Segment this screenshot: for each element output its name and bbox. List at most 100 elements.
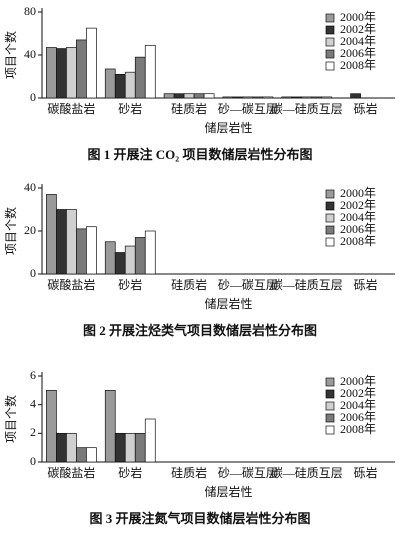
legend-swatch <box>325 201 335 211</box>
legend-swatch <box>325 37 335 47</box>
x-tick-label: 砂岩 <box>118 465 142 480</box>
legend-label: 2000年 <box>340 186 376 200</box>
bar <box>311 96 323 99</box>
bar <box>76 39 87 99</box>
x-tick-label: 硅质岩 <box>171 465 207 480</box>
x-tick-label: 砂岩 <box>118 277 142 292</box>
legend-swatch <box>325 401 335 411</box>
chart-caption: 图 1 开展注 CO₂ 项目数储层岩性分布图 <box>88 147 313 162</box>
bar <box>183 93 195 99</box>
bar <box>144 418 156 463</box>
bar <box>350 93 361 99</box>
bar <box>114 432 126 463</box>
bar <box>104 68 116 99</box>
bar <box>232 96 244 99</box>
bar <box>134 56 146 99</box>
x-tick-label: 碳—硅质互层 <box>271 102 343 116</box>
y-tick-label: 40 <box>24 180 36 194</box>
x-tick-label: 砂—碳互层 <box>218 278 278 292</box>
legend-label: 2002年 <box>340 386 376 400</box>
y-tick-label: 0 <box>30 266 36 280</box>
bar <box>56 209 67 275</box>
bar <box>124 71 136 99</box>
x-tick-label: 碳酸盐岩 <box>47 101 95 116</box>
x-tick-label: 砂岩 <box>118 101 142 116</box>
bar <box>301 96 313 99</box>
bar <box>114 73 126 99</box>
chart-caption: 图 2 开展注烃类气项目数储层岩性分布图 <box>83 323 317 338</box>
legend-swatch <box>325 413 335 423</box>
bar <box>86 27 97 99</box>
bar <box>86 226 97 275</box>
bar <box>291 96 303 99</box>
bar <box>46 47 57 99</box>
bar <box>193 93 205 99</box>
y-axis-label: 项目个数 <box>3 31 18 79</box>
bar <box>163 93 175 99</box>
y-tick-label: 6 <box>30 368 36 382</box>
legend-swatch <box>325 213 335 223</box>
legend-label: 2000年 <box>340 374 376 388</box>
bar <box>66 209 77 275</box>
legend-swatch <box>325 13 335 23</box>
x-tick-label: 碳—硅质互层 <box>271 278 343 292</box>
bar <box>144 230 156 275</box>
legend-swatch <box>325 425 335 435</box>
bar <box>56 48 67 99</box>
x-tick-label: 砂—碳互层 <box>218 102 278 116</box>
x-tick-label: 碳酸盐岩 <box>47 465 95 480</box>
bar <box>252 96 264 99</box>
y-tick-label: 20 <box>24 223 36 237</box>
legend-swatch <box>325 377 335 387</box>
bar <box>124 245 136 275</box>
x-tick-label: 砾岩 <box>354 101 378 116</box>
legend-label: 2006年 <box>340 410 376 424</box>
bar <box>76 447 87 463</box>
bar <box>242 96 254 99</box>
legend-label: 2002年 <box>340 198 376 212</box>
x-tick-label: 砂—碳互层 <box>218 466 278 480</box>
legend-label: 2008年 <box>340 422 376 436</box>
legend-label: 2006年 <box>340 222 376 236</box>
legend-label: 2004年 <box>340 398 376 412</box>
bar <box>281 96 293 99</box>
legend-label: 2008年 <box>340 58 376 72</box>
y-axis-label: 项目个数 <box>3 395 18 443</box>
bar <box>203 93 215 99</box>
y-tick-label: 4 <box>30 396 36 410</box>
x-tick-label: 碳—硅质互层 <box>271 466 343 480</box>
legend-swatch <box>325 237 335 247</box>
y-tick-label: 40 <box>24 47 36 61</box>
bar <box>46 389 57 463</box>
legend-swatch <box>325 49 335 59</box>
legend-label: 2004年 <box>340 34 376 48</box>
bar <box>56 432 67 463</box>
y-tick-label: 2 <box>30 425 36 439</box>
legend-label: 2000年 <box>340 10 376 24</box>
bar <box>134 432 146 463</box>
x-tick-label: 砾岩 <box>354 465 378 480</box>
x-axis-label: 储层岩性 <box>204 484 252 499</box>
legend-label: 2006年 <box>340 46 376 60</box>
chart-caption: 图 3 开展注氮气项目数储层岩性分布图 <box>89 511 310 526</box>
x-axis-label: 储层岩性 <box>204 120 252 135</box>
x-tick-label: 硅质岩 <box>171 101 207 116</box>
bar <box>262 96 274 99</box>
bar <box>76 228 87 275</box>
y-axis-label: 项目个数 <box>3 207 18 255</box>
bar <box>173 93 185 99</box>
x-tick-label: 砾岩 <box>354 277 378 292</box>
y-tick-label: 0 <box>30 454 36 468</box>
y-tick-label: 80 <box>24 4 36 18</box>
x-tick-label: 硅质岩 <box>171 277 207 292</box>
bar <box>46 194 57 275</box>
bar <box>124 432 136 463</box>
legend-label: 2008年 <box>340 234 376 248</box>
y-tick-label: 0 <box>30 90 36 104</box>
bar <box>66 47 77 99</box>
legend-swatch <box>325 25 335 35</box>
bar <box>144 44 156 99</box>
x-tick-label: 碳酸盐岩 <box>47 277 95 292</box>
bar <box>222 96 234 99</box>
